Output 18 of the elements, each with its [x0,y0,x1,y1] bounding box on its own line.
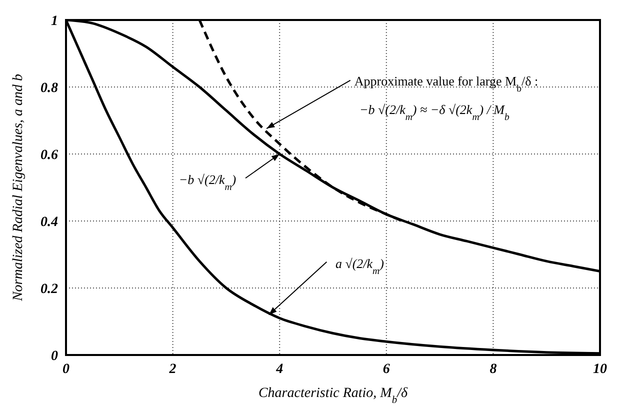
x-axis-title: Characteristic Ratio, M$_{b}$/δ [258,386,408,406]
y-tick-label: 0.2 [40,282,58,297]
y-tick-label: 1 [51,14,58,29]
y-axis-title: Normalized Radial Eigenvalues, a and b [11,74,26,302]
x-tick-label: 8 [490,362,497,377]
y-tick-label: 0.4 [40,214,58,230]
y-tick-label: 0.8 [40,80,58,96]
annotation: a √(2/k$_{m}$) [335,256,384,276]
annotation: −b √(2/k$_{m}$) [178,172,236,193]
annotation: Approximate value for large M$_{b}$/δ : [354,73,538,94]
x-tick-label: 6 [382,362,390,377]
annotation: −b √(2/k$_{m}$) ≈ −δ √(2k$_{m}$) / M$_{b}$ [360,102,510,122]
x-tick-label: 4 [275,362,284,377]
x-tick-label: 10 [593,362,607,377]
y-tick-label: 0.6 [40,148,58,163]
x-tick-label: 0 [62,362,70,377]
x-tick-label: 2 [168,362,176,377]
y-tick-label: 0 [51,348,58,364]
